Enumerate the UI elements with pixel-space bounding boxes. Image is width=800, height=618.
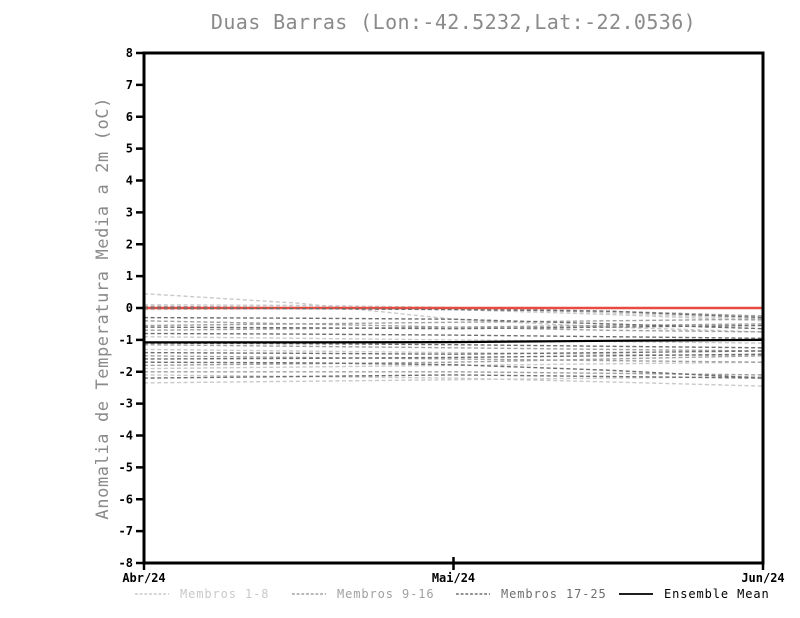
- legend-dashed-line-swatch: [135, 593, 169, 595]
- member-line: [143, 316, 764, 330]
- y-tick-label: -2: [119, 365, 133, 379]
- x-tick-label: Abr/24: [122, 571, 165, 585]
- legend-dashed-line-swatch: [456, 593, 490, 595]
- legend-dashed-line-swatch: [292, 593, 326, 595]
- legend-solid-line-swatch: [619, 593, 653, 595]
- legend-label: Ensemble Mean: [664, 587, 770, 601]
- y-axis-title-text: Anomalia de Temperatura Media a 2m (oC): [93, 96, 113, 520]
- member-line: [143, 355, 764, 363]
- y-tick-label: 3: [126, 205, 133, 219]
- legend-label: Membros 1-8: [180, 587, 270, 601]
- y-tick-label: -5: [119, 460, 133, 474]
- member-line: [143, 307, 764, 322]
- member-line: [143, 344, 764, 352]
- legend-item-membros-1: Membros 1-8: [135, 586, 269, 602]
- member-line: [143, 304, 764, 320]
- y-tick-label: -7: [119, 524, 133, 538]
- member-line: [143, 320, 764, 333]
- member-line: [143, 361, 764, 370]
- x-tick-label: Jun/24: [741, 571, 784, 585]
- y-tick-label: 7: [126, 78, 133, 92]
- y-tick-label: 6: [126, 110, 133, 124]
- y-tick-label: -6: [119, 492, 133, 506]
- y-tick-label: -1: [119, 333, 133, 347]
- member-line: [144, 371, 764, 376]
- legend-item-membros-3: Membros 17-25: [456, 586, 607, 602]
- x-tick-label: Mai/24: [432, 571, 475, 585]
- legend-item-membros-2: Membros 9-16: [292, 586, 435, 602]
- member-line: [143, 353, 764, 360]
- member-line: [143, 332, 764, 339]
- member-line: [143, 350, 764, 355]
- member-line: [143, 374, 764, 379]
- member-line: [143, 293, 764, 333]
- member-line: [143, 318, 764, 327]
- y-tick-label: 5: [126, 142, 133, 156]
- chart-title: Duas Barras (Lon:-42.5232,Lat:-22.0536): [210, 10, 697, 34]
- y-tick-label: -4: [119, 429, 133, 443]
- legend-item-ensemble-mean: Ensemble Mean: [619, 586, 770, 602]
- member-line: [143, 324, 764, 330]
- legend-label: Membros 9-16: [337, 587, 435, 601]
- member-line: [143, 342, 764, 349]
- member-line: [143, 361, 764, 379]
- y-tick-label: -8: [119, 556, 133, 570]
- member-line: [143, 374, 764, 387]
- y-tick-label: 2: [126, 237, 133, 251]
- legend-label: Membros 17-25: [501, 587, 607, 601]
- member-line: [143, 355, 764, 367]
- ensemble-mean-line: [144, 338, 764, 344]
- y-tick-label: 0: [126, 301, 133, 315]
- y-tick-label: 4: [126, 174, 133, 188]
- y-axis-title: Anomalia de Temperatura Media a 2m (oC): [92, 53, 114, 563]
- y-tick-label: 8: [126, 46, 133, 60]
- y-tick-label: 1: [126, 269, 133, 283]
- legend: Membros 1-8 Membros 9-16 Membros 17-25 Ense…: [0, 586, 800, 606]
- y-tick-label: -3: [119, 397, 133, 411]
- member-line: [143, 336, 764, 344]
- member-line: [143, 307, 764, 319]
